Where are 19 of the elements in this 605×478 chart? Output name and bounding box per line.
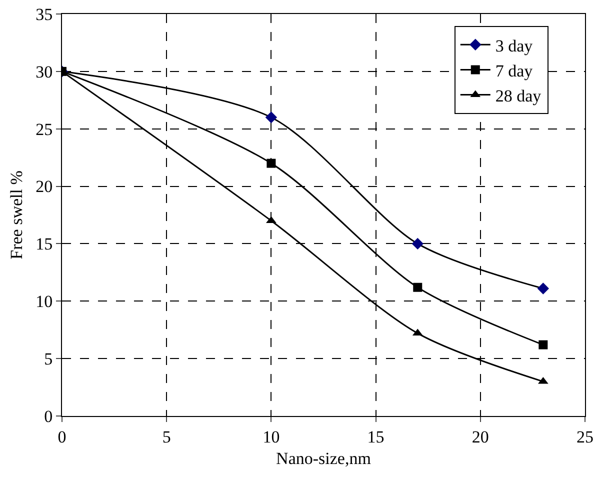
y-tick-label: 30 [36, 62, 53, 82]
y-tick-label: 5 [44, 350, 53, 369]
y-tick-label: 25 [36, 120, 53, 139]
legend-label: 7 day [495, 61, 534, 80]
y-tick-label: 15 [36, 234, 53, 254]
legend-label: 28 day [495, 86, 542, 106]
y-axis-title: Free swell % [7, 170, 26, 260]
x-axis-title: Nano-size,nm [276, 448, 371, 468]
x-tick-label: 15 [367, 427, 384, 446]
x-tick-label: 25 [576, 427, 594, 446]
y-tick-label: 0 [44, 406, 53, 426]
y-tick-label: 10 [36, 292, 53, 312]
x-tick-label: 5 [162, 427, 171, 446]
legend-label: 3 day [495, 36, 534, 56]
x-tick-label: 20 [472, 427, 489, 446]
x-tick-label: 10 [262, 427, 280, 446]
y-tick-label: 20 [36, 177, 53, 196]
x-tick-label: 0 [58, 427, 66, 446]
y-tick-label: 35 [36, 4, 53, 24]
